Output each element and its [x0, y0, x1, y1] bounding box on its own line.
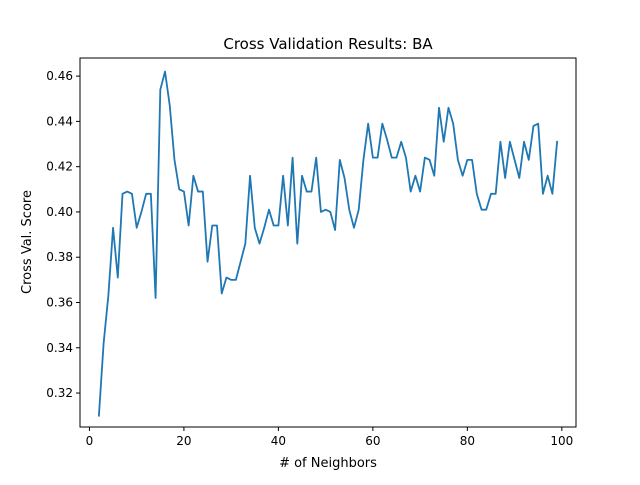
y-tick-label: 0.42	[46, 160, 73, 174]
x-axis: 0 20 40 60 80 100	[86, 427, 573, 448]
y-tick-label: 0.44	[46, 114, 73, 128]
x-axis-label: # of Neighbors	[279, 456, 377, 471]
y-axis: 0.32 0.34 0.36 0.38 0.40 0.42 0.44 0.46	[46, 69, 80, 400]
x-tick-label: 40	[271, 434, 286, 448]
y-tick-label: 0.46	[46, 69, 73, 83]
y-tick-label: 0.40	[46, 205, 73, 219]
y-tick-label: 0.34	[46, 341, 73, 355]
x-tick-label: 100	[550, 434, 573, 448]
y-tick-label: 0.32	[46, 386, 73, 400]
plot-frame	[79, 57, 577, 428]
x-tick-label: 0	[86, 434, 94, 448]
y-axis-label: Cross Val. Score	[20, 190, 35, 294]
series-line	[97, 70, 559, 417]
y-tick-label: 0.36	[46, 295, 73, 309]
x-tick-label: 60	[365, 434, 380, 448]
x-tick-label: 80	[460, 434, 475, 448]
y-tick-label: 0.38	[46, 250, 73, 264]
x-tick-label: 20	[176, 434, 191, 448]
chart-title: Cross Validation Results: BA	[223, 35, 433, 53]
